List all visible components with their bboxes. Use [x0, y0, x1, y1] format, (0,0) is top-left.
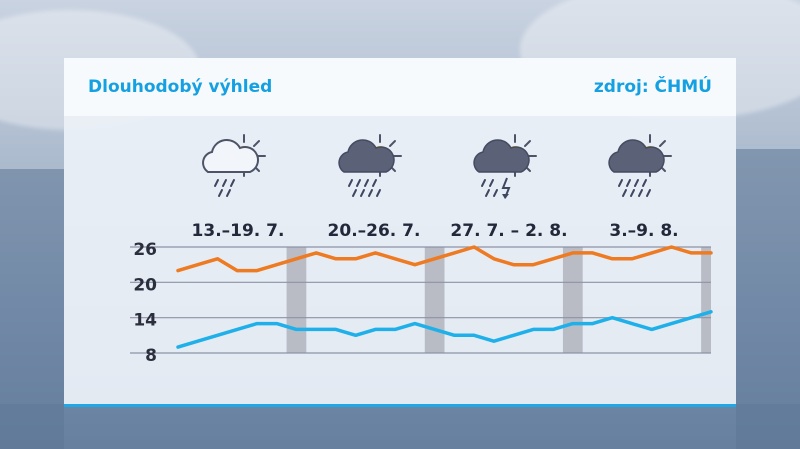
week-label: 20.–26. 7. — [328, 221, 421, 241]
min-temperature-line — [176, 310, 713, 349]
weekend-band — [286, 247, 307, 353]
background-building — [0, 169, 64, 449]
max-temperature-line — [176, 245, 713, 273]
source-label: zdroj: ČHMÚ — [593, 77, 712, 97]
card-header: Dlouhodobý výhled zdroj: ČHMÚ — [64, 58, 736, 116]
page-title: Dlouhodobý výhled — [88, 77, 273, 97]
week-label: 13.–19. 7. — [192, 221, 285, 241]
cloud-heavy-rain-sun-icon — [338, 134, 402, 197]
week-label: 3.–9. 8. — [609, 221, 678, 241]
background-building — [0, 404, 800, 449]
cloud-heavy-rain-sun-icon — [608, 134, 672, 197]
weekend-band — [701, 247, 711, 353]
background-building — [736, 149, 800, 449]
weekend-band — [424, 247, 445, 353]
weekend-band — [562, 247, 583, 353]
y-tick-label: 26 — [133, 240, 157, 260]
y-tick-label: 8 — [145, 346, 157, 366]
partly-cloudy-rain-icon — [202, 134, 266, 197]
thunderstorm-rain-sun-icon — [473, 134, 537, 199]
y-tick-label: 14 — [133, 311, 157, 331]
forecast-card: Dlouhodobý výhled zdroj: ČHMÚ — [64, 58, 736, 407]
y-tick-label: 20 — [133, 275, 157, 295]
week-label: 27. 7. – 2. 8. — [450, 221, 567, 241]
